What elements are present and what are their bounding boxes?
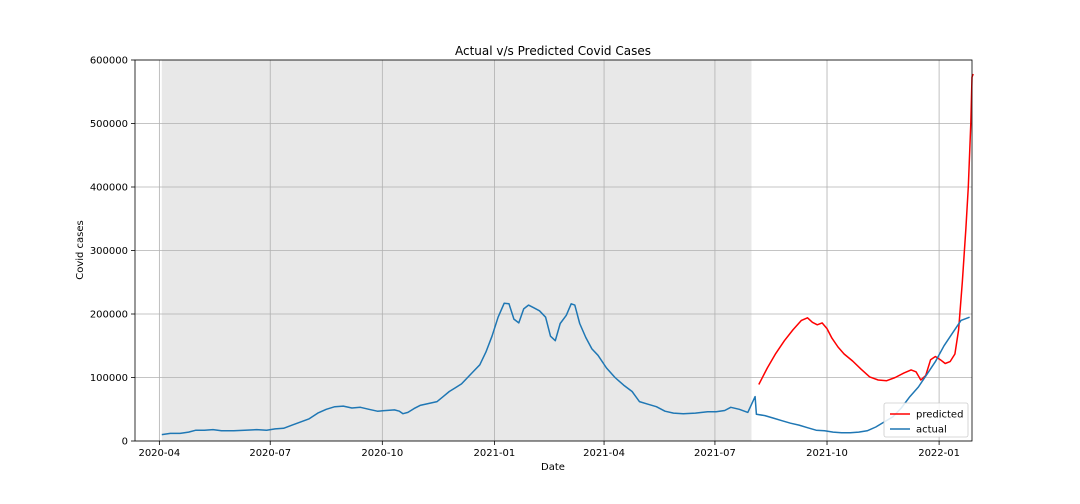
- x-tick-label: 2022-01: [918, 448, 960, 459]
- y-tick-label: 600000: [90, 56, 128, 67]
- y-axis-label: Covid cases: [75, 220, 86, 280]
- x-tick-label: 2020-07: [249, 448, 291, 459]
- series-line-actual: [161, 302, 970, 436]
- y-tick-label: 500000: [90, 119, 128, 130]
- series-line-predicted: [758, 73, 974, 385]
- legend-label-actual: actual: [916, 425, 947, 436]
- legend: predicted actual: [883, 402, 969, 438]
- y-tick-label: 400000: [90, 183, 128, 194]
- plot-area: 2020-04 2020-07 2020-10 2021-01 2021-04 2021-…: [90, 56, 974, 459]
- x-tick-label: 2021-01: [474, 448, 516, 459]
- x-tick-label: 2021-07: [694, 448, 736, 459]
- y-tick-label: 200000: [90, 310, 128, 321]
- x-tick-label: 2020-10: [361, 448, 403, 459]
- chart-title: Actual v/s Predicted Covid Cases: [455, 44, 651, 58]
- y-tick-label: 100000: [90, 373, 128, 384]
- x-tick-label: 2021-04: [583, 448, 625, 459]
- x-axis-label: Date: [541, 462, 565, 473]
- x-tick-label: 2020-04: [138, 448, 180, 459]
- legend-label-predicted: predicted: [916, 410, 963, 421]
- x-tick-label: 2021-10: [806, 448, 848, 459]
- y-tick-label: 300000: [90, 246, 128, 257]
- y-tick-label: 0: [122, 437, 128, 448]
